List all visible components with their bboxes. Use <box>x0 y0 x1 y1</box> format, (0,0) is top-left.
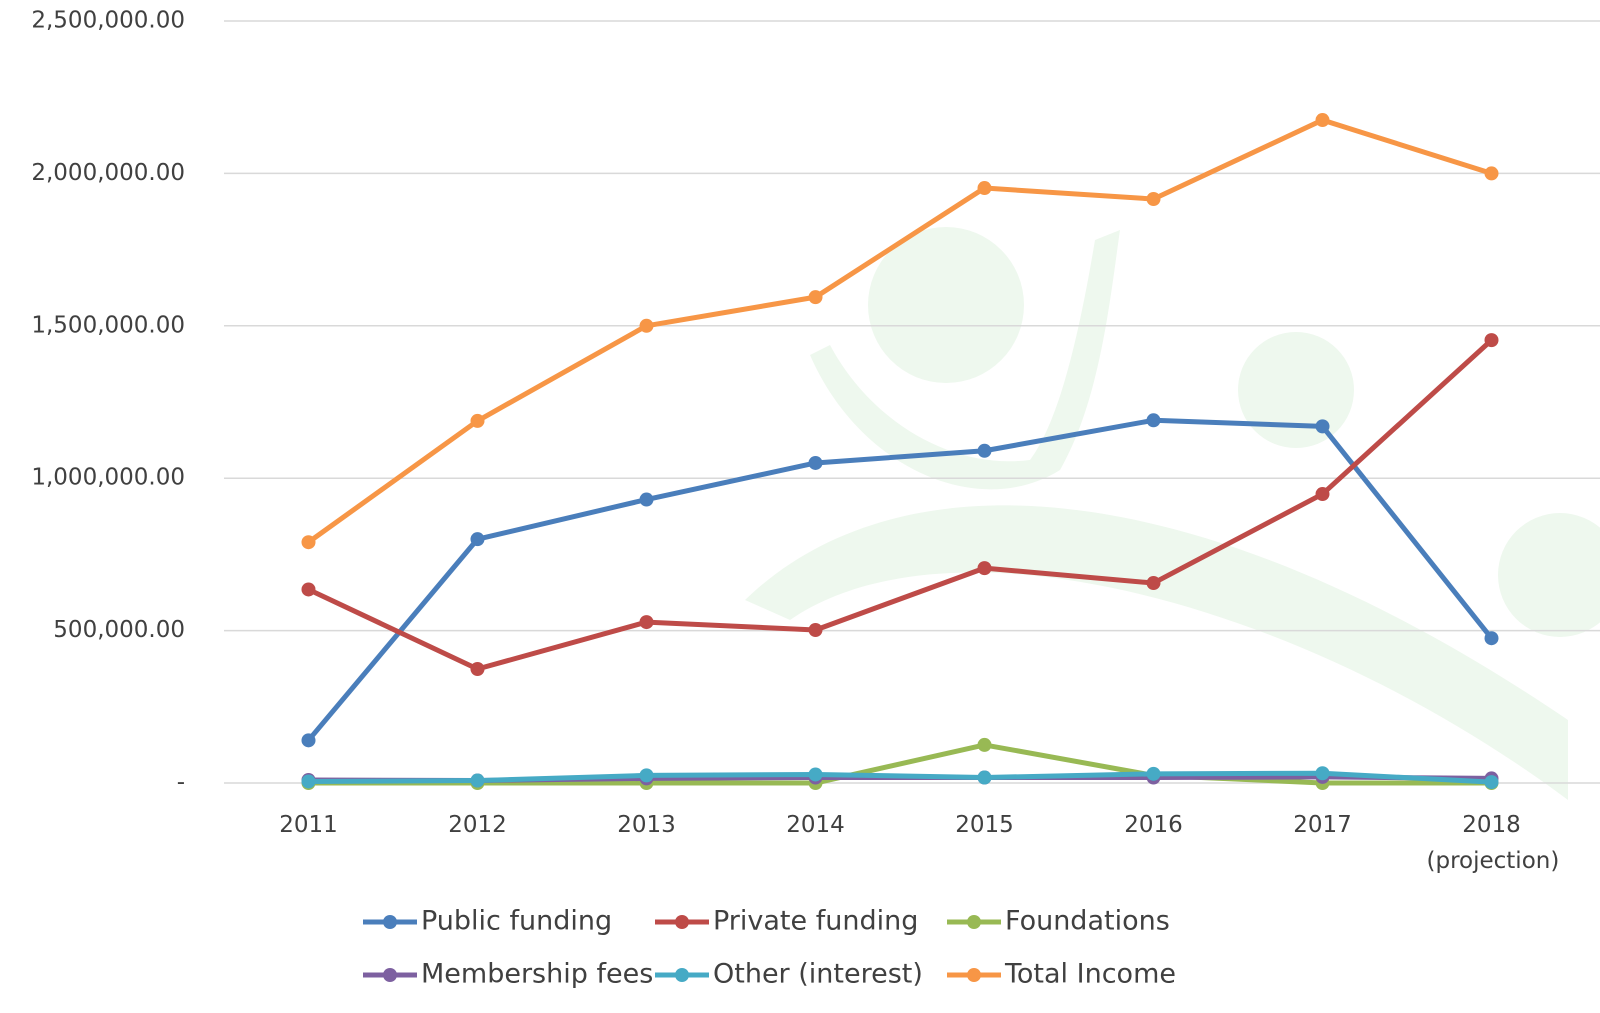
y-tick-label: 2,000,000.00 <box>31 160 185 186</box>
data-point <box>978 738 992 752</box>
legend-marker <box>675 968 689 982</box>
data-point <box>1147 767 1161 781</box>
data-point <box>809 290 823 304</box>
data-point <box>302 535 316 549</box>
data-point <box>1147 192 1161 206</box>
x-tick-label: 2015 <box>920 807 1050 843</box>
chart-page: - 500,000.00 1,000,000.00 1,500,000.00 2,000… <box>0 0 1600 1013</box>
watermark-shape <box>1498 513 1600 637</box>
data-point <box>1316 766 1330 780</box>
data-point <box>302 774 316 788</box>
y-tick-label: 2,500,000.00 <box>31 8 185 34</box>
data-point <box>978 181 992 195</box>
y-tick-label: - <box>177 770 185 796</box>
data-point <box>471 774 485 788</box>
legend-label: Foundations <box>1005 906 1170 937</box>
legend-marker <box>383 915 397 929</box>
legend-item: Foundations <box>947 906 1170 937</box>
data-point <box>471 662 485 676</box>
data-point <box>302 582 316 596</box>
data-point <box>978 771 992 785</box>
y-tick-label: 1,000,000.00 <box>31 465 185 491</box>
data-point <box>809 767 823 781</box>
data-point <box>640 319 654 333</box>
data-point <box>1147 413 1161 427</box>
legend-marker <box>967 915 981 929</box>
y-tick-label: 500,000.00 <box>53 617 185 643</box>
data-point <box>1485 775 1499 789</box>
data-point <box>640 615 654 629</box>
x-tick-label: 2011 <box>244 807 374 843</box>
y-tick-label: 1,500,000.00 <box>31 312 185 338</box>
legend-marker <box>675 915 689 929</box>
legend-label: Membership fees <box>421 959 653 990</box>
data-point <box>1316 113 1330 127</box>
x-tick-label: 2016 <box>1089 807 1219 843</box>
legend-item: Membership fees <box>363 959 653 990</box>
legend-marker <box>967 968 981 982</box>
data-point <box>1485 631 1499 645</box>
data-point <box>1485 166 1499 180</box>
data-point <box>809 456 823 470</box>
watermark-shape <box>1238 332 1354 448</box>
legend-label: Private funding <box>713 906 918 937</box>
data-point <box>1316 487 1330 501</box>
x-tick-label: 2014 <box>751 807 881 843</box>
x-tick-label: 2017 <box>1258 807 1388 843</box>
data-point <box>1485 333 1499 347</box>
legend-item: Other (interest) <box>655 959 923 990</box>
legend-marker <box>383 968 397 982</box>
x-tick-label: 2012 <box>413 807 543 843</box>
watermark <box>745 227 1600 800</box>
data-point <box>978 561 992 575</box>
legend-label: Public funding <box>421 906 612 937</box>
data-point <box>302 733 316 747</box>
data-point <box>471 414 485 428</box>
data-point <box>1147 576 1161 590</box>
data-point <box>978 444 992 458</box>
x-tick-label: 2013 <box>582 807 712 843</box>
legend-item: Total Income <box>947 959 1176 990</box>
x-tick-label: 2018 (projection) <box>1427 807 1557 879</box>
legend-item: Public funding <box>363 906 612 937</box>
data-point <box>640 768 654 782</box>
data-point <box>640 493 654 507</box>
data-point <box>471 532 485 546</box>
data-point <box>1316 419 1330 433</box>
legend-item: Private funding <box>655 906 918 937</box>
watermark-shape <box>745 505 1568 800</box>
legend-label: Other (interest) <box>713 959 923 990</box>
data-point <box>809 623 823 637</box>
legend-label: Total Income <box>1004 959 1176 990</box>
chart: - 500,000.00 1,000,000.00 1,500,000.00 2,000… <box>0 0 1600 1013</box>
